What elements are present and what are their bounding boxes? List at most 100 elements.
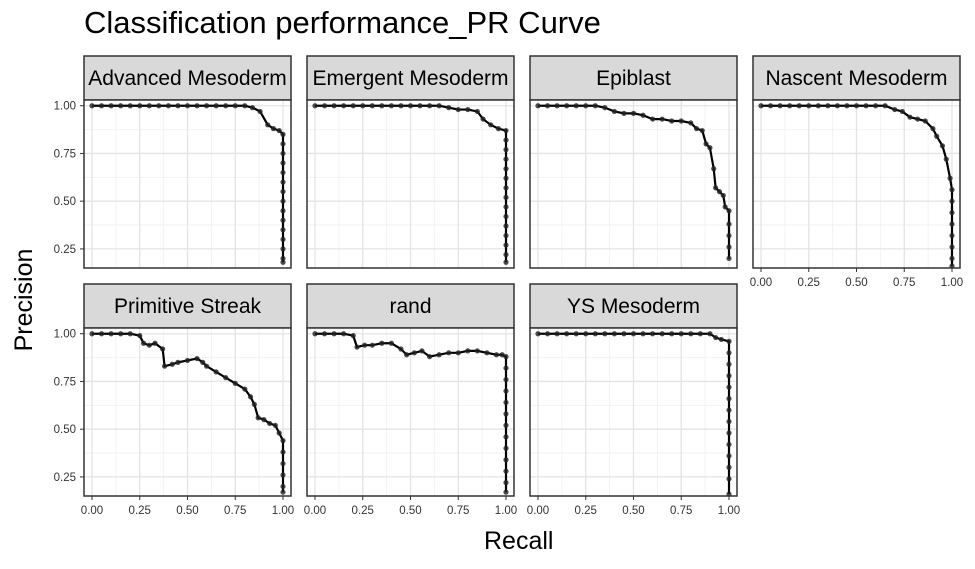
data-point — [280, 227, 286, 233]
data-point — [659, 331, 665, 337]
data-point — [650, 331, 656, 337]
x-tick-label: 0.00 — [750, 277, 772, 289]
x-tick-label: 0.00 — [304, 505, 326, 517]
data-point — [152, 340, 158, 346]
data-point — [503, 242, 509, 248]
data-point — [89, 103, 95, 109]
data-point — [146, 103, 152, 109]
data-point — [280, 472, 286, 478]
data-point — [503, 354, 509, 360]
data-point — [474, 108, 480, 115]
x-tick-label: 0.50 — [176, 505, 198, 517]
data-point — [726, 350, 732, 356]
panel-border — [83, 99, 292, 269]
x-tick-label: 0.00 — [527, 505, 549, 517]
data-point — [611, 108, 618, 115]
data-point — [882, 103, 888, 109]
facet-strip-label: YS Mesoderm — [567, 295, 700, 318]
facet-panel: Emergent Mesoderm — [306, 55, 515, 269]
data-point — [939, 143, 946, 149]
data-point — [242, 386, 248, 392]
data-point — [726, 232, 732, 239]
data-point — [350, 103, 356, 109]
y-tick-label: 1.00 — [54, 101, 76, 113]
data-point — [815, 103, 821, 109]
data-point — [255, 415, 261, 421]
data-point — [455, 106, 461, 113]
data-point — [427, 354, 433, 360]
data-point — [621, 110, 627, 116]
data-point — [503, 213, 509, 220]
data-point — [503, 185, 509, 191]
data-point — [484, 350, 490, 356]
data-point — [89, 331, 95, 337]
data-point — [232, 103, 238, 109]
data-point — [949, 244, 955, 250]
data-point — [280, 160, 286, 166]
data-point — [280, 483, 286, 490]
y-tick-label: 1.00 — [54, 329, 76, 341]
data-point — [360, 103, 366, 109]
data-point — [726, 373, 732, 379]
data-point — [758, 103, 764, 109]
data-point — [726, 244, 732, 250]
data-point — [369, 103, 375, 109]
data-point — [242, 103, 248, 109]
panel-border — [529, 99, 738, 269]
data-point — [161, 363, 168, 369]
data-point — [602, 331, 608, 337]
data-point — [726, 491, 732, 496]
data-point — [341, 331, 347, 337]
data-point — [503, 232, 509, 239]
facet-strip-label: Advanced Mesoderm — [88, 67, 286, 90]
data-point — [436, 103, 442, 109]
data-point — [640, 112, 646, 118]
data-point — [474, 348, 480, 354]
data-point — [564, 103, 570, 109]
data-point — [713, 334, 719, 341]
data-point — [480, 116, 486, 122]
y-tick-label: 0.50 — [54, 424, 76, 436]
data-point — [707, 331, 713, 337]
data-point — [156, 103, 162, 109]
data-point — [726, 338, 732, 344]
data-point — [726, 384, 732, 390]
data-point — [825, 103, 831, 109]
data-point — [280, 179, 286, 185]
facet-strip-label: rand — [389, 295, 431, 318]
x-tick-label: 1.00 — [495, 505, 517, 517]
data-point — [280, 208, 286, 214]
data-point — [276, 430, 282, 436]
data-point — [204, 103, 210, 109]
data-point — [787, 103, 793, 109]
data-point — [280, 217, 286, 223]
facet-strip-label: Emergent Mesoderm — [312, 67, 508, 90]
facet-strip — [83, 283, 292, 329]
y-tick-label: 0.25 — [54, 244, 76, 256]
data-point — [280, 150, 286, 157]
data-point — [535, 103, 541, 109]
x-tick-label: 0.25 — [575, 505, 597, 517]
data-point — [280, 141, 286, 147]
data-point — [98, 331, 105, 337]
data-point — [493, 352, 500, 358]
data-point — [417, 103, 423, 109]
data-point — [688, 331, 694, 337]
data-point — [270, 126, 277, 132]
data-point — [726, 396, 732, 402]
data-point — [949, 221, 955, 227]
x-axis-label: Recall — [484, 527, 554, 555]
data-point — [251, 401, 257, 407]
data-point — [592, 331, 598, 337]
data-point — [853, 103, 860, 109]
data-point — [407, 103, 414, 109]
facet-panel: Advanced Mesoderm 0.25 0.50 0.75 1.00 — [54, 55, 292, 269]
data-point — [280, 236, 286, 242]
data-point — [922, 118, 928, 124]
data-point — [503, 259, 509, 265]
facet-strip — [306, 55, 515, 101]
data-point — [915, 116, 921, 122]
x-tick-label: 0.75 — [224, 505, 246, 517]
data-point — [503, 166, 509, 172]
data-point — [321, 331, 328, 337]
